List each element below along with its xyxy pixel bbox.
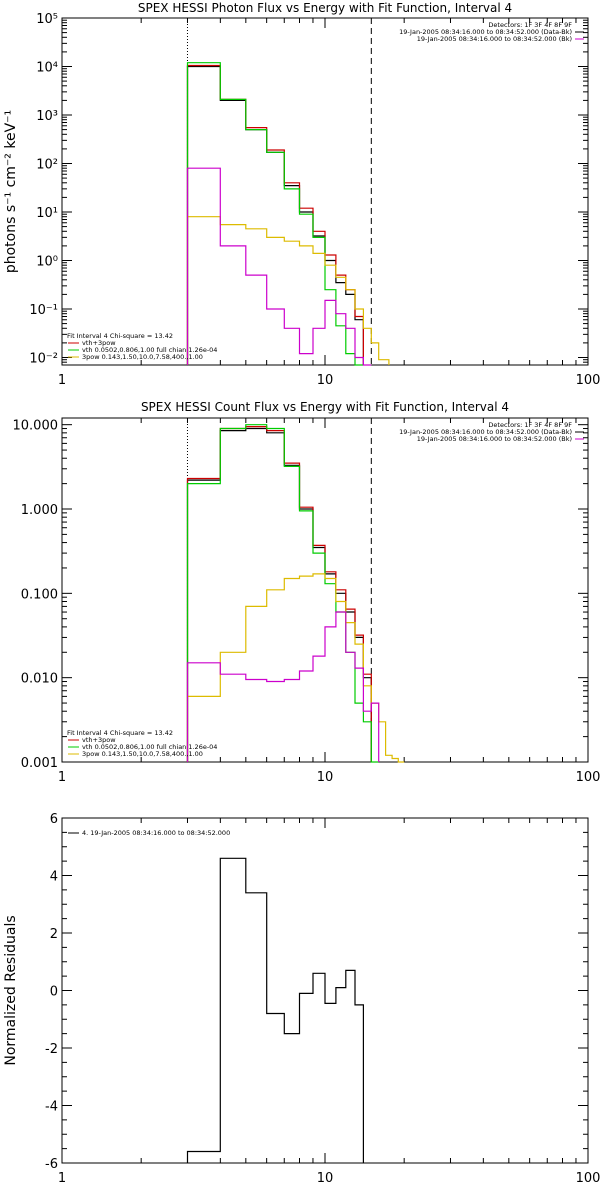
x-tick-label: 100 (576, 1171, 600, 1186)
y-tick-label: 10⁻¹ (29, 303, 58, 318)
chart-title: SPEX HESSI Count Flux vs Energy with Fit… (141, 400, 509, 414)
header-annotation-line: 19-Jan-2005 08:34:16.000 to 08:34:52.000… (417, 35, 572, 43)
series-line-5 (186, 167, 372, 366)
legend-entry: 3pow 0.143,1.50,10.0,7.58,400.,1.00 (82, 353, 203, 361)
series-line-2 (186, 426, 372, 762)
y-tick-label: 0.001 (21, 756, 58, 771)
y-axis-label: Normalized Residuals (3, 915, 19, 1065)
x-tick-label: 10 (317, 373, 334, 388)
y-axis-label: photons s⁻¹ cm⁻² keV⁻¹ (3, 110, 19, 273)
y-tick-label: 6 (50, 812, 58, 827)
header-annotation-line: 19-Jan-2005 08:34:16.000 to 08:34:52.000… (417, 435, 572, 443)
y-tick-label: 10⁵ (36, 12, 58, 27)
y-tick-label: 10³ (36, 109, 58, 124)
plot-frame (61, 417, 589, 763)
series-line-1 (186, 857, 364, 1163)
chart-panel-3: 1 10 100 -6 -4 -2 0 2 4 6 Normalized Residuals 4. 1… (3, 812, 600, 1186)
series-line-1 (186, 65, 364, 365)
y-tick-label: 2 (50, 927, 58, 942)
header-annotation-line: 19-Jan-2005 08:34:16.000 to 08:34:52.000… (399, 28, 572, 36)
legend-entry: vth+3pow (82, 339, 116, 347)
chart-title: SPEX HESSI Photon Flux vs Energy with Fi… (138, 1, 512, 15)
series-line-5 (186, 611, 380, 762)
x-tick-label: 100 (576, 770, 600, 785)
series-line-2 (186, 64, 364, 365)
series-line-3 (186, 62, 364, 366)
x-tick-label: 1 (58, 1171, 66, 1186)
header-annotation-line: Detectors: 1F 3F 4F 8F 9F (488, 21, 572, 29)
x-tick-label: 10 (317, 1171, 334, 1186)
legend-entry: 4. 19-Jan-2005 08:34:16.000 to 08:34:52.… (82, 829, 230, 837)
chart-panel-2: SPEX HESSI Count Flux vs Energy with Fit… (13, 400, 600, 785)
legend-entry: vth 0.0502,0.806,1.00 full chian 1.26e-0… (82, 743, 217, 751)
header-annotation-line: 19-Jan-2005 08:34:16.000 to 08:34:52.000… (399, 428, 572, 436)
legend-entry: vth+3pow (82, 736, 116, 744)
series-line-4 (186, 216, 390, 365)
y-tick-label: 10¹ (36, 206, 58, 221)
series-line-4 (186, 573, 405, 763)
y-tick-label: 0.010 (21, 672, 58, 687)
y-tick-label: 10⁴ (36, 60, 58, 75)
legend-entry: Fit Interval 4 Chi-square = 13.42 (67, 729, 173, 737)
series-line-3 (186, 424, 379, 763)
legend-entry: vth 0.0502,0.806,1.00 full chian 1.26e-0… (82, 346, 217, 354)
y-tick-label: 10⁰ (36, 254, 58, 269)
y-tick-label: 10.000 (13, 419, 59, 434)
y-tick-label: 10⁻² (29, 351, 58, 366)
x-tick-label: 1 (58, 770, 66, 785)
y-tick-label: -4 (45, 1100, 58, 1115)
legend-entry: 3pow 0.143,1.50,10.0,7.58,400.,1.00 (82, 750, 203, 758)
x-tick-label: 10 (317, 770, 334, 785)
y-tick-label: -6 (45, 1157, 58, 1172)
y-tick-label: -2 (45, 1042, 58, 1057)
y-tick-label: 1.000 (21, 503, 58, 518)
header-annotation-line: Detectors: 1F 3F 4F 8F 9F (488, 421, 572, 429)
y-tick-label: 0 (50, 985, 58, 1000)
chart-panel-1: SPEX HESSI Photon Flux vs Energy with Fi… (3, 1, 600, 388)
legend-entry: Fit Interval 4 Chi-square = 13.42 (67, 332, 173, 340)
x-tick-label: 1 (58, 373, 66, 388)
y-tick-label: 10² (36, 157, 58, 172)
x-tick-label: 100 (576, 373, 600, 388)
y-tick-label: 4 (50, 870, 58, 885)
y-tick-label: 0.100 (21, 587, 58, 602)
